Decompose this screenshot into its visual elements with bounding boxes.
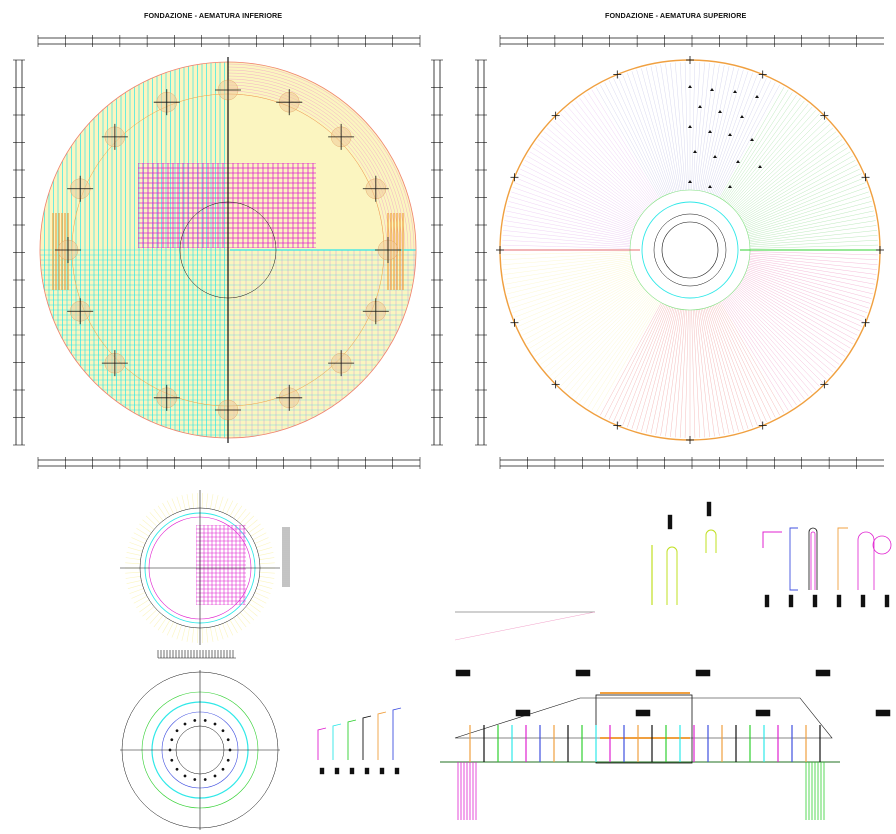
dimension-lines <box>13 35 884 469</box>
marker <box>713 155 717 158</box>
marker <box>698 105 702 108</box>
section-outline <box>454 697 833 739</box>
marker <box>728 133 732 136</box>
marker <box>750 138 754 141</box>
plan-title-lower-reinforcement: FONDAZIONE - AEMATURA INFERIORE <box>144 11 283 20</box>
bar-shapes-small <box>651 501 717 605</box>
marker <box>740 115 744 118</box>
marker <box>755 95 759 98</box>
lower-reinforcement-plan <box>39 57 417 443</box>
detail-plan-2 <box>120 670 280 830</box>
marker <box>733 90 737 93</box>
marker <box>708 130 712 133</box>
bar-shapes-schedule <box>762 527 892 608</box>
foundation-section <box>317 611 891 820</box>
marker <box>688 180 692 183</box>
marker <box>688 85 692 88</box>
marker <box>758 165 762 168</box>
marker <box>736 160 740 163</box>
detail-plan-1 <box>120 490 290 659</box>
marker <box>708 185 712 188</box>
detail-mesh <box>196 525 246 605</box>
upper-reinforcement-plan <box>496 56 884 444</box>
marker <box>693 150 697 153</box>
marker <box>710 88 714 91</box>
marker <box>688 125 692 128</box>
marker <box>728 185 732 188</box>
marker <box>718 110 722 113</box>
magenta-mesh <box>138 163 316 248</box>
plan-title-upper-reinforcement: FONDAZIONE - AEMATURA SUPERIORE <box>605 11 747 20</box>
